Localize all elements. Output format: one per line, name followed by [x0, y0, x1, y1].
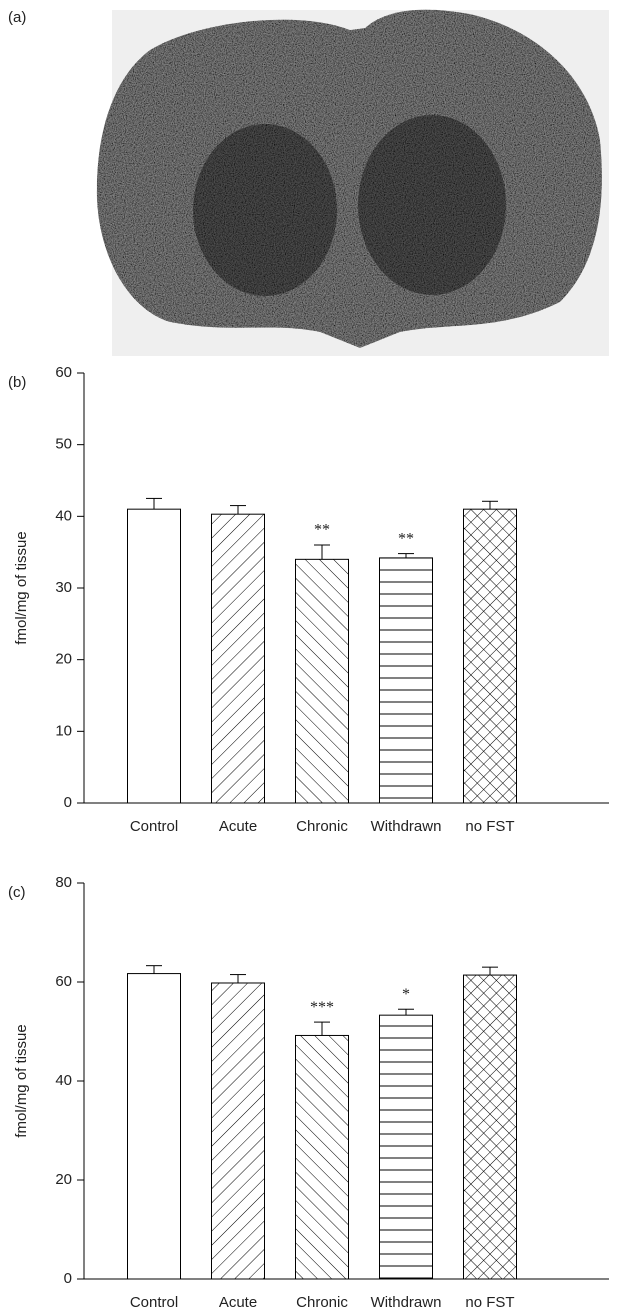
significance-label: *: [402, 986, 410, 1003]
significance-label: **: [314, 522, 330, 539]
y-tick-label: 80: [55, 874, 72, 891]
bar: [463, 508, 517, 804]
bar: [211, 513, 265, 804]
y-tick-label: 20: [55, 1171, 72, 1188]
x-tick-label: Acute: [219, 1294, 257, 1311]
y-tick-label: 40: [55, 1072, 72, 1089]
panel-label: (a): [8, 9, 26, 26]
x-tick-label: Chronic: [296, 1294, 348, 1311]
panel-label: (c): [8, 884, 26, 901]
x-tick-label: no FST: [465, 818, 514, 835]
y-tick-label: 50: [55, 436, 72, 453]
y-tick-label: 20: [55, 651, 72, 668]
bar: [127, 973, 181, 1280]
panel-label: (b): [8, 374, 26, 391]
bar: [127, 508, 181, 804]
y-axis-label: fmol/mg of tissue: [13, 1024, 30, 1137]
bar: [211, 982, 265, 1280]
x-tick-label: Chronic: [296, 818, 348, 835]
y-axis-label: fmol/mg of tissue: [13, 531, 30, 644]
x-tick-label: Withdrawn: [371, 1294, 442, 1311]
y-tick-label: 0: [64, 794, 72, 811]
y-tick-label: 30: [55, 579, 72, 596]
x-tick-label: no FST: [465, 1294, 514, 1311]
x-tick-label: Acute: [219, 818, 257, 835]
y-tick-label: 40: [55, 507, 72, 524]
bar: [379, 557, 433, 804]
significance-label: ***: [310, 999, 334, 1016]
y-tick-label: 10: [55, 722, 72, 739]
brain-image: [96, 9, 609, 356]
x-tick-label: Withdrawn: [371, 818, 442, 835]
bar: [463, 974, 517, 1280]
bar: [379, 1014, 433, 1280]
x-tick-label: Control: [130, 818, 178, 835]
y-tick-label: 60: [55, 364, 72, 381]
y-tick-label: 0: [64, 1270, 72, 1287]
significance-label: **: [398, 530, 414, 547]
x-tick-label: Control: [130, 1294, 178, 1311]
bar: [295, 1034, 349, 1280]
y-tick-label: 60: [55, 973, 72, 990]
bar: [295, 558, 349, 804]
